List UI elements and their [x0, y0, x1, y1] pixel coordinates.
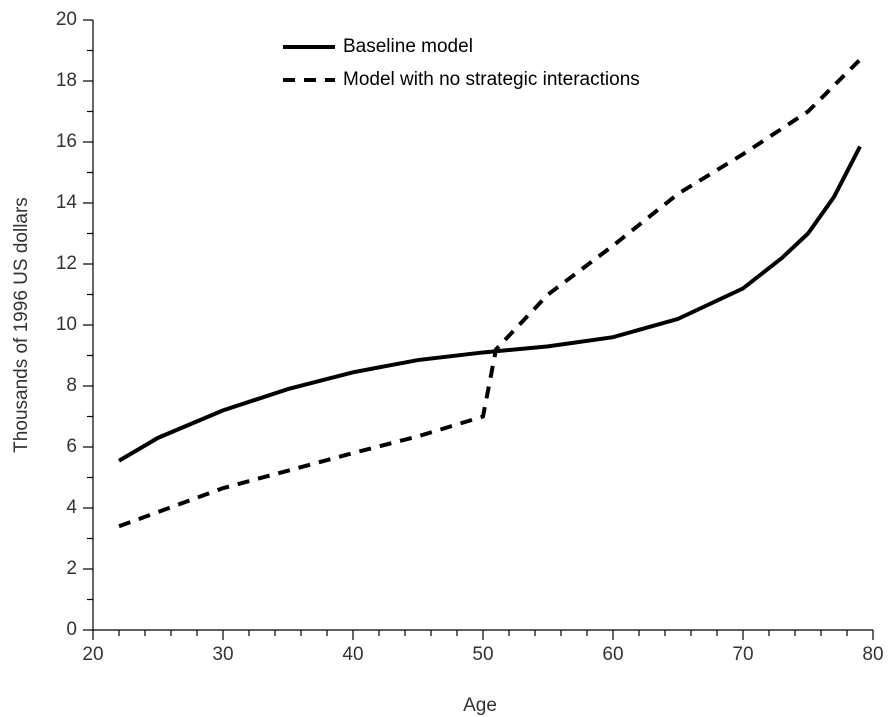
- y-tick-label: 4: [66, 497, 77, 518]
- y-tick-label: 12: [56, 253, 77, 274]
- x-tick-label: 40: [342, 644, 363, 665]
- y-tick-label: 2: [66, 558, 77, 579]
- x-tick-label: 50: [472, 644, 493, 665]
- y-tick-label: 14: [56, 192, 78, 213]
- x-tick-label: 60: [602, 644, 623, 665]
- y-tick-label: 8: [66, 375, 77, 396]
- x-tick-label: 70: [732, 644, 753, 665]
- y-tick-label: 10: [56, 314, 77, 335]
- legend-label: Baseline model: [343, 36, 473, 57]
- x-tick-label: 20: [82, 644, 103, 665]
- series-line: [118, 58, 862, 529]
- y-axis-label: Thousands of 1996 US dollars: [11, 197, 32, 453]
- x-tick-label: 80: [862, 644, 883, 665]
- y-tick-label: 6: [66, 436, 77, 457]
- y-tick-label: 16: [56, 131, 77, 152]
- legend-label: Model with no strategic interactions: [343, 69, 640, 90]
- x-axis-label: Age: [463, 695, 497, 716]
- series-line: [117, 145, 862, 463]
- y-tick-label: 0: [66, 619, 77, 640]
- y-tick-label: 18: [56, 70, 77, 91]
- x-tick-label: 30: [212, 644, 233, 665]
- y-tick-label: 20: [56, 9, 77, 30]
